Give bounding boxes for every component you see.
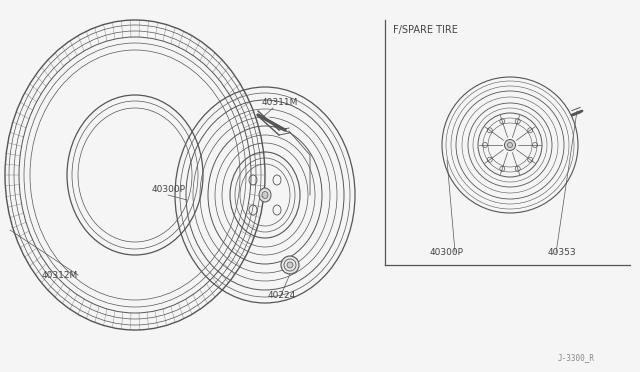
Text: 40300P: 40300P [430, 248, 464, 257]
Text: 40300P: 40300P [152, 185, 186, 194]
Text: 40353: 40353 [548, 248, 577, 257]
Ellipse shape [259, 188, 271, 202]
Ellipse shape [262, 192, 268, 199]
Ellipse shape [504, 140, 515, 151]
Ellipse shape [508, 142, 513, 148]
Text: 40311M: 40311M [262, 98, 298, 107]
Text: F/SPARE TIRE: F/SPARE TIRE [393, 25, 458, 35]
Ellipse shape [281, 256, 299, 274]
Ellipse shape [287, 262, 293, 268]
Text: 40312M: 40312M [42, 271, 78, 280]
Text: J-3300_R: J-3300_R [558, 353, 595, 362]
Text: 40224: 40224 [268, 291, 296, 300]
